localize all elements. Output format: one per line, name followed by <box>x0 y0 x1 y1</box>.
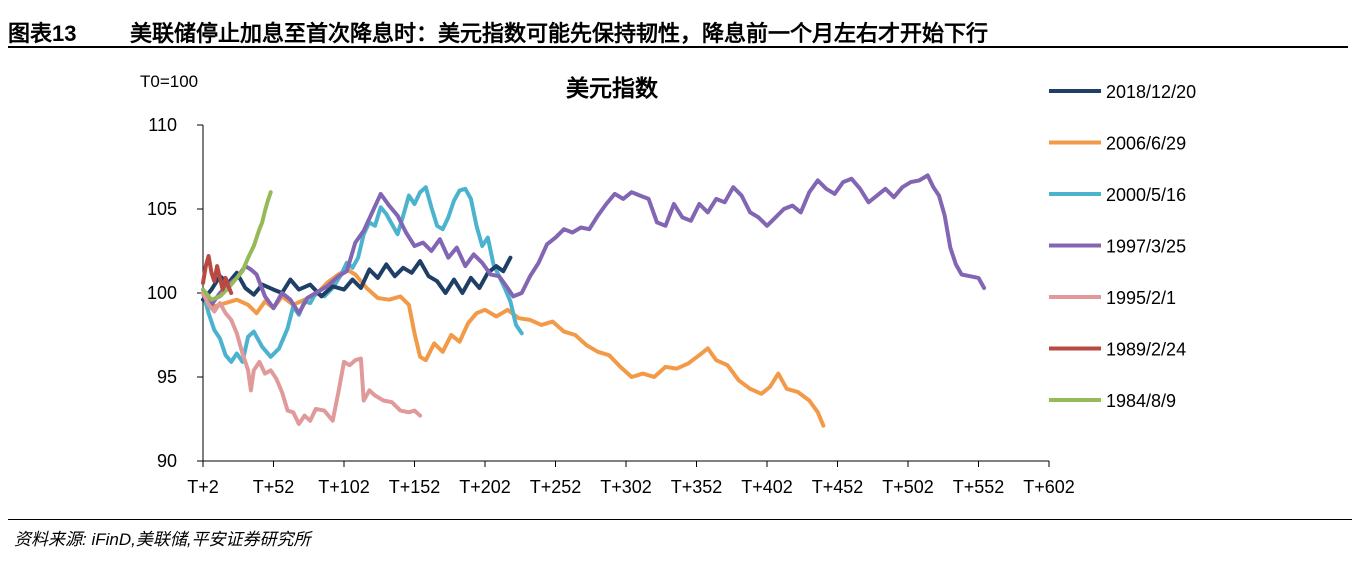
x-tick-label: T+552 <box>953 477 1005 497</box>
y-tick-label: 100 <box>147 283 177 303</box>
x-tick-label: T+102 <box>318 477 370 497</box>
x-tick-label: T+252 <box>530 477 582 497</box>
x-tick-label: T+2 <box>187 477 219 497</box>
legend-label: 1989/2/24 <box>1106 340 1186 360</box>
y-tick-label: 90 <box>157 451 177 471</box>
y-tick-label: 95 <box>157 367 177 387</box>
legend-label: 1984/8/9 <box>1106 391 1176 411</box>
legend-label: 2000/5/16 <box>1106 185 1186 205</box>
series-line-2 <box>201 185 524 364</box>
x-tick-label: T+602 <box>1023 477 1075 497</box>
figure-title: 美联储停止加息至首次降息时：美元指数可能先保持韧性，降息前一个月左右才开始下行 <box>130 21 989 46</box>
footer-divider <box>8 519 1352 520</box>
legend: 2018/12/20 2006/6/29 2000/5/16 1997/3/25 199… <box>1049 82 1196 411</box>
series-line-3 <box>201 173 987 316</box>
x-tick-label: T+502 <box>882 477 934 497</box>
x-tick-label: T+202 <box>459 477 511 497</box>
x-tick-label: T+302 <box>600 477 652 497</box>
legend-label: 1997/3/25 <box>1106 237 1186 257</box>
x-tick-label: T+402 <box>741 477 793 497</box>
x-tick-label: T+452 <box>812 477 864 497</box>
axes: 90 95 100 105 110 T+2 T+52 T+102 T+152 T+202 T+252… <box>147 115 1075 497</box>
x-tick-label: T+352 <box>671 477 723 497</box>
y-tick-label: 105 <box>147 199 177 219</box>
x-tick-label: T+52 <box>253 477 295 497</box>
y-axis-label: T0=100 <box>140 72 198 91</box>
y-tick-label: 110 <box>148 115 177 135</box>
x-tick-label: T+152 <box>389 477 441 497</box>
series-line-0 <box>201 255 513 302</box>
chart-title: 美元指数 <box>566 75 659 101</box>
figure-header: 图表13 美联储停止加息至首次降息时：美元指数可能先保持韧性，降息前一个月左右才… <box>8 12 1348 48</box>
series-line-5 <box>201 254 234 295</box>
legend-label: 2018/12/20 <box>1106 82 1196 102</box>
series-line-6 <box>201 190 273 302</box>
legend-label: 2006/6/29 <box>1106 134 1186 154</box>
legend-label: 1995/2/1 <box>1106 288 1176 308</box>
plot-lines <box>201 173 987 428</box>
source-note: 资料来源: iFinD,美联储,平安证券研究所 <box>14 530 311 549</box>
figure-number: 图表13 <box>8 21 77 46</box>
dollar-index-chart: 美元指数 T0=100 90 95 100 105 110 T+2 T+52 T+102 T+1… <box>140 72 1196 497</box>
series-line-4 <box>201 291 423 426</box>
